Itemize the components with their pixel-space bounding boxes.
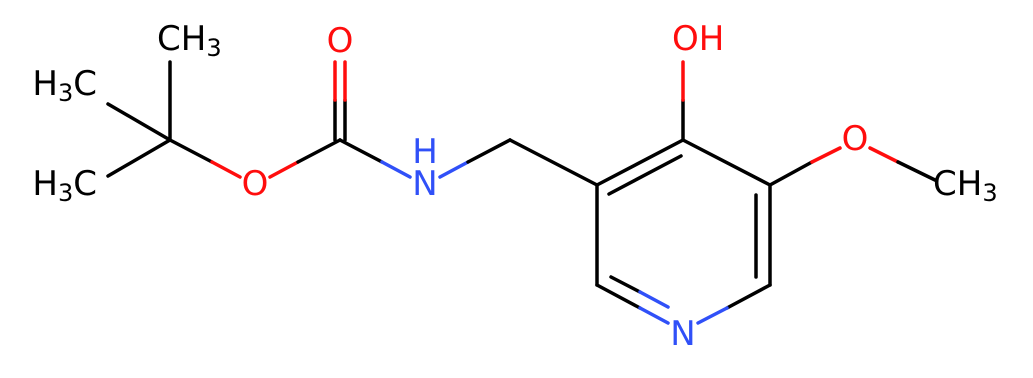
atom-symbol: H — [412, 132, 438, 172]
subscript: 3 — [206, 34, 221, 62]
atom-label: O — [242, 164, 269, 204]
atom-symbol: OH — [672, 19, 724, 59]
atom-symbol: H — [32, 164, 58, 204]
atom-label: H3C — [32, 164, 97, 208]
atom-symbol: O — [842, 119, 869, 159]
atom-label: H3C — [32, 64, 97, 108]
atom-label: O — [842, 119, 869, 159]
bonds — [106, 60, 937, 325]
atom-symbol: CH — [157, 19, 206, 59]
atom-symbol: N — [412, 164, 437, 204]
atom-label: N — [412, 164, 437, 204]
atom-symbol: N — [670, 314, 695, 354]
atom-label: CH3 — [157, 19, 222, 63]
atom-label: H — [412, 132, 438, 172]
atom-label: OH — [672, 19, 724, 59]
atom-label: O — [327, 21, 354, 61]
atom-symbol: H — [32, 64, 58, 104]
subscript: 3 — [982, 179, 997, 207]
atom-symbol: CH — [933, 164, 982, 204]
atom-label: N — [670, 314, 695, 354]
atom-symbol: O — [242, 164, 269, 204]
atom-symbol: O — [327, 21, 354, 61]
subscript: 3 — [58, 79, 73, 107]
subscript: 3 — [58, 179, 73, 207]
atom-symbol: C — [73, 64, 97, 104]
atom-symbol: C — [73, 164, 97, 204]
atom-label: CH3 — [933, 164, 998, 208]
